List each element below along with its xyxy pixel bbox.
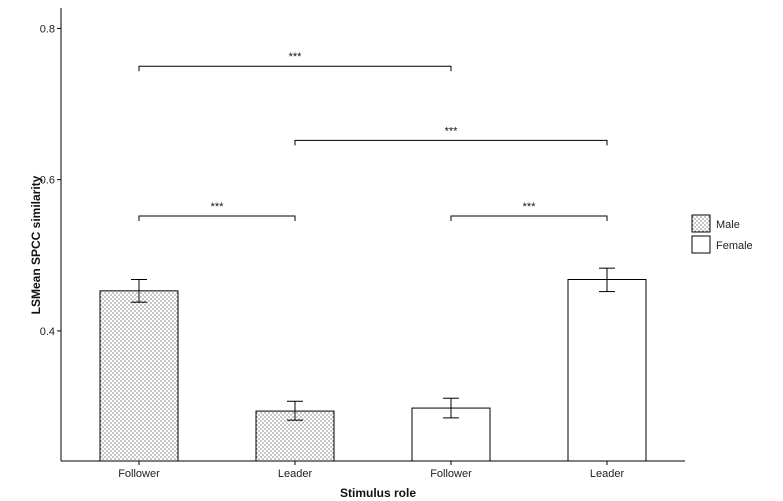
legend-swatch-female — [691, 235, 711, 254]
x-tick-label: Follower — [118, 468, 160, 480]
plot-area: 0.4 0.6 0.8 Follower Leader Follower Leader ***… — [40, 8, 685, 480]
y-tick-label: 0.6 — [40, 175, 55, 187]
significance-bracket — [294, 139, 608, 146]
y-tick-label: 0.8 — [40, 23, 55, 35]
legend: Male Female — [691, 214, 753, 254]
significance-bracket — [138, 65, 452, 72]
bar-follower-male — [99, 290, 179, 462]
x-tick-label: Leader — [590, 468, 625, 480]
significance-label: *** — [211, 201, 225, 213]
x-tick-label: Leader — [278, 468, 313, 480]
significance-bracket — [450, 215, 608, 221]
y-tick-label: 0.4 — [40, 326, 55, 338]
legend-label-female: Female — [716, 240, 753, 252]
significance-bracket — [138, 215, 296, 221]
bar-leader-female — [567, 278, 647, 462]
significance-label: *** — [523, 201, 537, 213]
x-tick-label: Follower — [430, 468, 472, 480]
x-axis-title: Stimulus role — [340, 486, 416, 500]
legend-swatch-male — [691, 214, 711, 233]
significance-label: *** — [445, 125, 459, 137]
legend-label-male: Male — [716, 219, 740, 231]
y-axis-title: LSMean SPCC similarity — [29, 175, 43, 314]
significance-label: *** — [289, 51, 303, 63]
